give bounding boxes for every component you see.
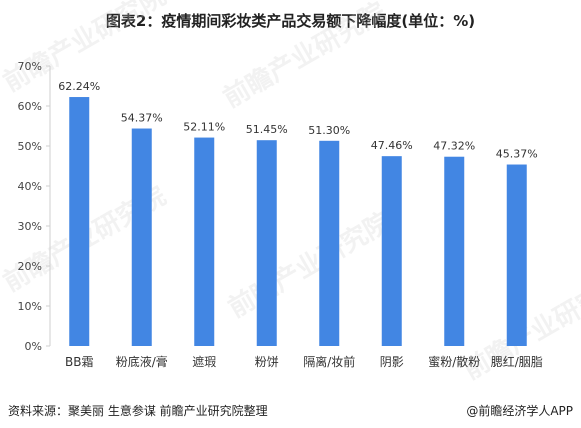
- y-tick-label: 20%: [18, 260, 42, 273]
- bars: [69, 97, 527, 346]
- category-label: 粉饼: [255, 355, 279, 369]
- category-labels: BB霜 粉底液/膏 遮瑕 粉饼 隔离/妆前 阴影 蜜粉/散粉 腮红/胭脂: [65, 354, 543, 369]
- y-tick-label: 70%: [18, 60, 42, 73]
- y-tick-label: 10%: [18, 300, 42, 313]
- category-label: 阴影: [380, 355, 404, 369]
- bar: [506, 164, 527, 346]
- y-tick-label: 50%: [18, 140, 42, 153]
- data-labels: 62.24% 54.37% 52.11% 51.45% 51.30% 47.46% 47.3…: [58, 80, 537, 160]
- bar: [381, 156, 402, 346]
- data-label: 62.24%: [58, 80, 100, 93]
- data-label: 51.30%: [308, 124, 350, 137]
- data-label: 52.11%: [183, 121, 225, 134]
- y-tick-label: 0%: [25, 340, 42, 353]
- bar: [319, 140, 340, 346]
- bar: [256, 140, 277, 346]
- bar: [444, 156, 465, 346]
- data-label: 54.37%: [121, 112, 163, 125]
- footer-source: 资料来源：聚美丽 生意参谋 前瞻产业研究院整理: [8, 404, 268, 418]
- bar: [194, 137, 215, 346]
- y-tick-label: 60%: [18, 100, 42, 113]
- y-tick-label: 30%: [18, 220, 42, 233]
- bar: [69, 97, 90, 346]
- watermark-text: 前瞻产业研究院: [218, 0, 391, 114]
- category-label: 蜜粉/散粉: [428, 354, 480, 369]
- data-label: 47.46%: [371, 139, 413, 152]
- y-tick-label: 40%: [18, 180, 42, 193]
- category-label: 粉底液/膏: [116, 354, 168, 369]
- watermark-text: 前瞻产业研究院: [223, 206, 396, 324]
- category-label: BB霜: [65, 355, 93, 369]
- category-label: 遮瑕: [192, 354, 216, 369]
- bar: [131, 128, 152, 346]
- data-label: 51.45%: [246, 123, 288, 136]
- category-label: 隔离/妆前: [303, 354, 355, 369]
- category-label: 腮红/胭脂: [491, 354, 543, 369]
- y-axis-ticks: 0% 10% 20% 30% 40% 50% 60% 70%: [18, 60, 50, 353]
- data-label: 47.32%: [433, 140, 475, 153]
- chart-title: 图表2：疫情期间彩妆类产品交易额下降幅度(单位：%): [105, 12, 476, 30]
- footer-brand: @前瞻经济学人APP: [466, 404, 573, 418]
- data-label: 45.37%: [496, 148, 538, 161]
